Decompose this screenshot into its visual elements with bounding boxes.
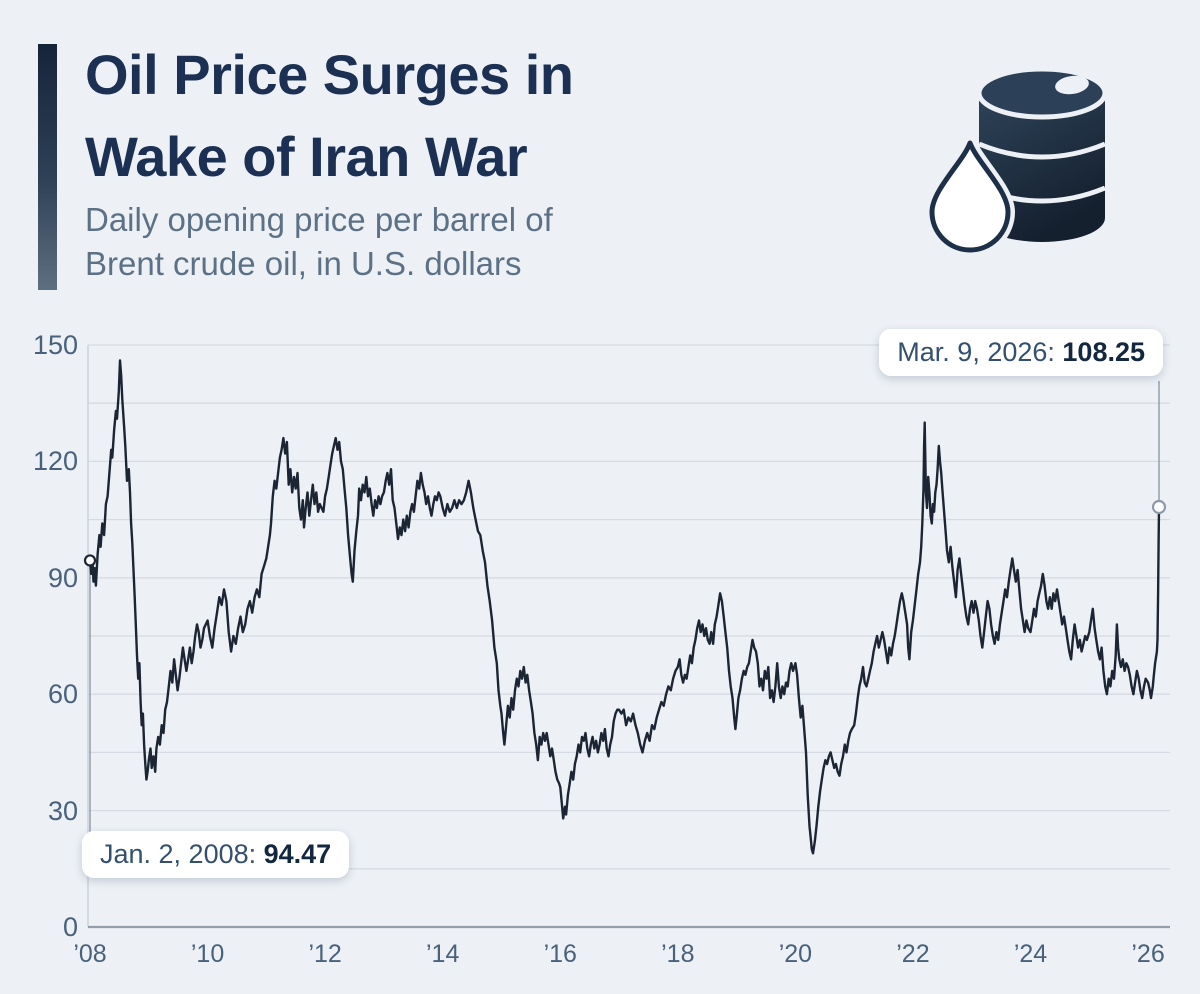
y-tick-label: 120 xyxy=(32,446,78,477)
oil-droplet-icon xyxy=(929,140,1011,253)
x-tick-label: ’12 xyxy=(308,940,342,968)
x-tick-label: ’26 xyxy=(1131,940,1165,968)
x-tick-label: ’08 xyxy=(73,940,107,968)
oil-barrel-icon xyxy=(924,66,1108,257)
page-title: Oil Price Surges in Wake of Iran War xyxy=(85,34,574,198)
y-tick-label: 60 xyxy=(47,679,78,710)
y-tick-label: 30 xyxy=(47,795,78,826)
title-line-1: Oil Price Surges in xyxy=(85,43,574,106)
annotation-end-value: 108.25 xyxy=(1062,337,1145,367)
x-tick-label: ’10 xyxy=(190,940,225,968)
y-tick-label: 150 xyxy=(32,330,78,360)
page-subtitle: Daily opening price per barrel of Brent … xyxy=(85,198,553,286)
end-marker xyxy=(1151,499,1167,515)
y-tick-label: 0 xyxy=(62,912,78,942)
title-accent-bar xyxy=(38,44,57,290)
x-tick-label: ’20 xyxy=(778,940,813,968)
annotation-start-label: Jan. 2, 2008: xyxy=(100,839,264,869)
x-tick-label: ’22 xyxy=(896,940,930,968)
barrel-bung-hole xyxy=(1055,75,1089,95)
subtitle-line-1: Daily opening price per barrel of xyxy=(85,201,553,238)
subtitle-line-2: Brent crude oil, in U.S. dollars xyxy=(85,245,522,282)
y-tick-label: 90 xyxy=(47,562,78,593)
x-tick-label: ’18 xyxy=(661,940,695,968)
annotation-end-label: Mar. 9, 2026: xyxy=(897,337,1063,367)
annotation-end-pill: Mar. 9, 2026: 108.25 xyxy=(879,329,1163,376)
x-tick-label: ’16 xyxy=(543,940,577,968)
barrel-rib-upper xyxy=(978,141,1106,160)
start-marker xyxy=(83,554,97,567)
x-tick-label: ’14 xyxy=(426,940,460,968)
annotation-start-value: 94.47 xyxy=(263,839,332,869)
x-tick-label: ’24 xyxy=(1013,940,1048,968)
annotation-start-pill: Jan. 2, 2008: 94.47 xyxy=(82,831,350,878)
title-line-2: Wake of Iran War xyxy=(85,125,528,188)
price-line xyxy=(88,359,1161,855)
